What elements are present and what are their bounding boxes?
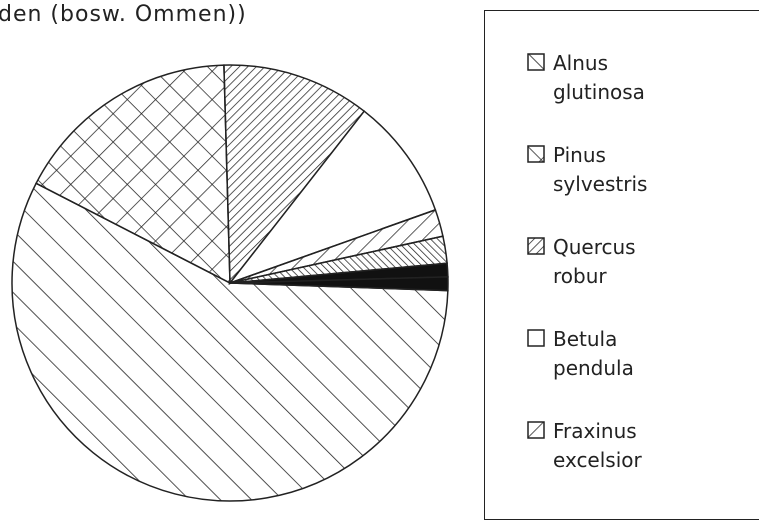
legend-swatch-box	[527, 145, 545, 163]
legend-swatch-box	[527, 421, 545, 439]
legend-label: Betula pendula	[553, 327, 634, 380]
legend-entry: Quercus robur	[527, 233, 683, 291]
pie-slice	[229, 276, 449, 292]
legend-swatch-box	[527, 53, 545, 71]
pie-slice	[223, 64, 366, 286]
legend-label: Quercus robur	[553, 235, 636, 288]
legend-swatch-box	[527, 237, 545, 255]
legend-entry: Alnus glutinosa	[527, 49, 683, 107]
legend-entry: Fraxinus excelsior	[527, 417, 683, 475]
pie-slice	[35, 64, 231, 285]
legend-swatch	[527, 53, 545, 71]
chart-title: den (bosw. Ommen))	[0, 2, 247, 27]
legend-swatch	[527, 237, 545, 255]
legend-swatch-box	[527, 329, 545, 347]
pie-slice	[11, 182, 449, 502]
pie-chart	[11, 64, 449, 502]
pie-slice	[227, 110, 437, 285]
legend-swatch	[527, 145, 545, 163]
legend-entry: Pinus sylvestris	[527, 141, 683, 199]
legend-swatch	[527, 329, 545, 347]
legend: Alnus glutinosa Pinus sylvestris Quercus r…	[484, 10, 759, 520]
legend-label: Pinus sylvestris	[553, 143, 648, 196]
legend-label: Fraxinus excelsior	[553, 419, 642, 472]
legend-label: Alnus glutinosa	[553, 51, 645, 104]
legend-swatch	[527, 421, 545, 439]
legend-entry: Betula pendula	[527, 325, 683, 383]
